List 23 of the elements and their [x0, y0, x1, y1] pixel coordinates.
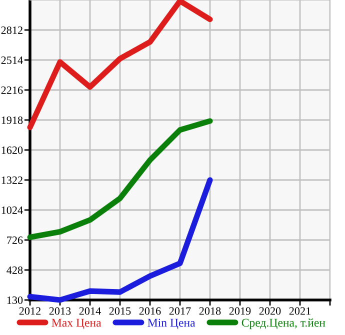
- y-tick-label: 130: [7, 296, 23, 304]
- x-tick-label: 2012: [19, 307, 40, 315]
- y-tick-label: 1918: [2, 116, 23, 124]
- y-tick-label: 726: [7, 236, 23, 244]
- x-tick-label: 2021: [289, 307, 310, 315]
- y-tick-label: 2514: [1, 56, 23, 64]
- legend-label: Сред.Цена, т.йен: [242, 318, 326, 330]
- y-tick-label: 1322: [2, 176, 22, 184]
- y-tick-label: 2812: [1, 26, 22, 34]
- x-tick-label: 2015: [109, 307, 131, 315]
- y-tick-label: 428: [6, 266, 23, 274]
- x-tick-label: 2014: [79, 307, 101, 315]
- y-tick-label: 1024: [2, 206, 23, 214]
- x-tick-label: 2018: [199, 307, 221, 315]
- legend-label: Max Цена: [52, 318, 102, 330]
- x-tick-label: 2019: [229, 307, 251, 315]
- x-tick-label: 2013: [49, 307, 71, 315]
- x-tick-label: 2020: [259, 307, 281, 315]
- legend-label: Min Цена: [148, 318, 196, 330]
- x-tick-label: 2016: [139, 307, 161, 315]
- x-tick-label: 2017: [169, 307, 191, 315]
- y-tick-label: 2216: [1, 86, 23, 94]
- y-tick-label: 1620: [2, 146, 23, 154]
